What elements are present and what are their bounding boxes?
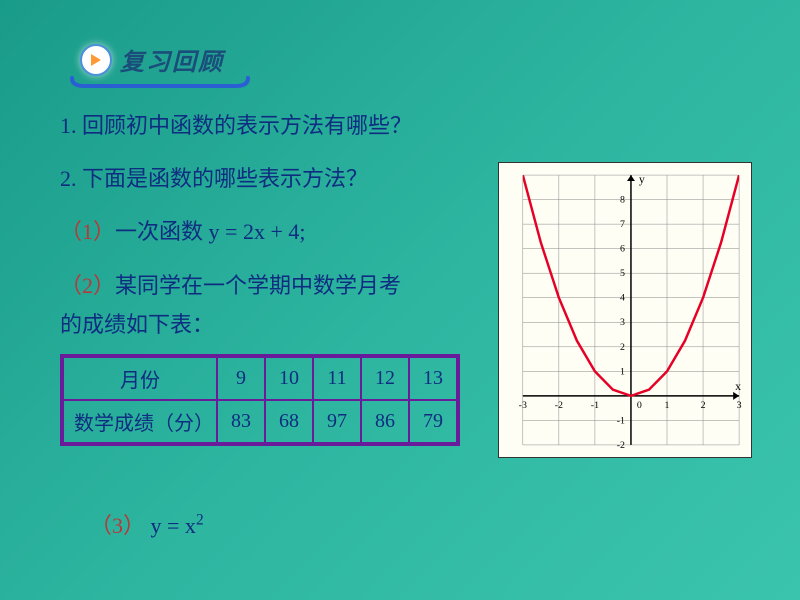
svg-text:6: 6	[620, 244, 625, 255]
table-cell: 9	[217, 357, 265, 400]
question-1: 1. 回顾初中函数的表示方法有哪些？	[60, 108, 460, 143]
svg-text:0: 0	[637, 400, 642, 411]
page-title: 复习回顾	[120, 42, 224, 77]
svg-text:-2: -2	[555, 400, 563, 411]
table-cell: 10	[265, 357, 313, 400]
item2-prefix: （2）	[60, 273, 115, 298]
row-header: 数学成绩（分）	[63, 400, 217, 443]
svg-text:2: 2	[701, 400, 706, 411]
table-row: 月份 9 10 11 12 13	[63, 357, 457, 400]
item-1: （1）一次函数 y = 2x + 4;	[60, 214, 460, 249]
table-cell: 13	[409, 357, 457, 400]
header-badge: 复习回顾	[80, 42, 224, 77]
table-cell: 12	[361, 357, 409, 400]
svg-text:1: 1	[620, 366, 625, 377]
svg-text:3: 3	[620, 317, 625, 328]
parabola-chart: -3 -2 -1 1 2 3 -2 -1 1 2 3 4 5 6 7 8 0 x y	[498, 162, 752, 458]
svg-text:-2: -2	[617, 440, 625, 451]
item3-formula: y = x2	[151, 513, 204, 538]
item-3: （3） y = x2	[90, 508, 204, 540]
item3-prefix: （3）	[90, 513, 145, 538]
arrow-icon	[80, 44, 112, 76]
title-underline	[70, 76, 250, 90]
svg-text:1: 1	[665, 400, 670, 411]
item1-formula: y = 2x + 4;	[209, 219, 306, 244]
svg-text:2: 2	[620, 342, 625, 353]
svg-text:x: x	[735, 379, 741, 393]
svg-text:-1: -1	[617, 415, 625, 426]
svg-text:4: 4	[620, 293, 625, 304]
table-cell: 68	[265, 400, 313, 443]
item2-text: 某同学在一个学期中数学月考	[115, 273, 401, 298]
table-row: 数学成绩（分） 83 68 97 86 79	[63, 400, 457, 443]
item1-prefix: （1）	[60, 219, 115, 244]
score-table: 月份 9 10 11 12 13 数学成绩（分） 83 68 97 86 79	[60, 354, 460, 446]
svg-text:3: 3	[737, 400, 742, 411]
content-area: 1. 回顾初中函数的表示方法有哪些？ 2. 下面是函数的哪些表示方法？ （1）一…	[60, 108, 460, 451]
table-cell: 97	[313, 400, 361, 443]
svg-text:-3: -3	[519, 400, 527, 411]
svg-text:5: 5	[620, 268, 625, 279]
item1-text: 一次函数	[115, 219, 203, 244]
svg-text:-1: -1	[591, 400, 599, 411]
table-cell: 86	[361, 400, 409, 443]
row-header: 月份	[63, 357, 217, 400]
table-cell: 83	[217, 400, 265, 443]
svg-text:y: y	[639, 172, 645, 186]
svg-text:7: 7	[620, 219, 625, 230]
table-cell: 11	[313, 357, 361, 400]
table-cell: 79	[409, 400, 457, 443]
svg-text:8: 8	[620, 195, 625, 206]
item-2: （2）某同学在一个学期中数学月考	[60, 268, 460, 303]
item-2-tail: 的成绩如下表：	[60, 307, 460, 342]
question-2: 2. 下面是函数的哪些表示方法？	[60, 161, 460, 196]
